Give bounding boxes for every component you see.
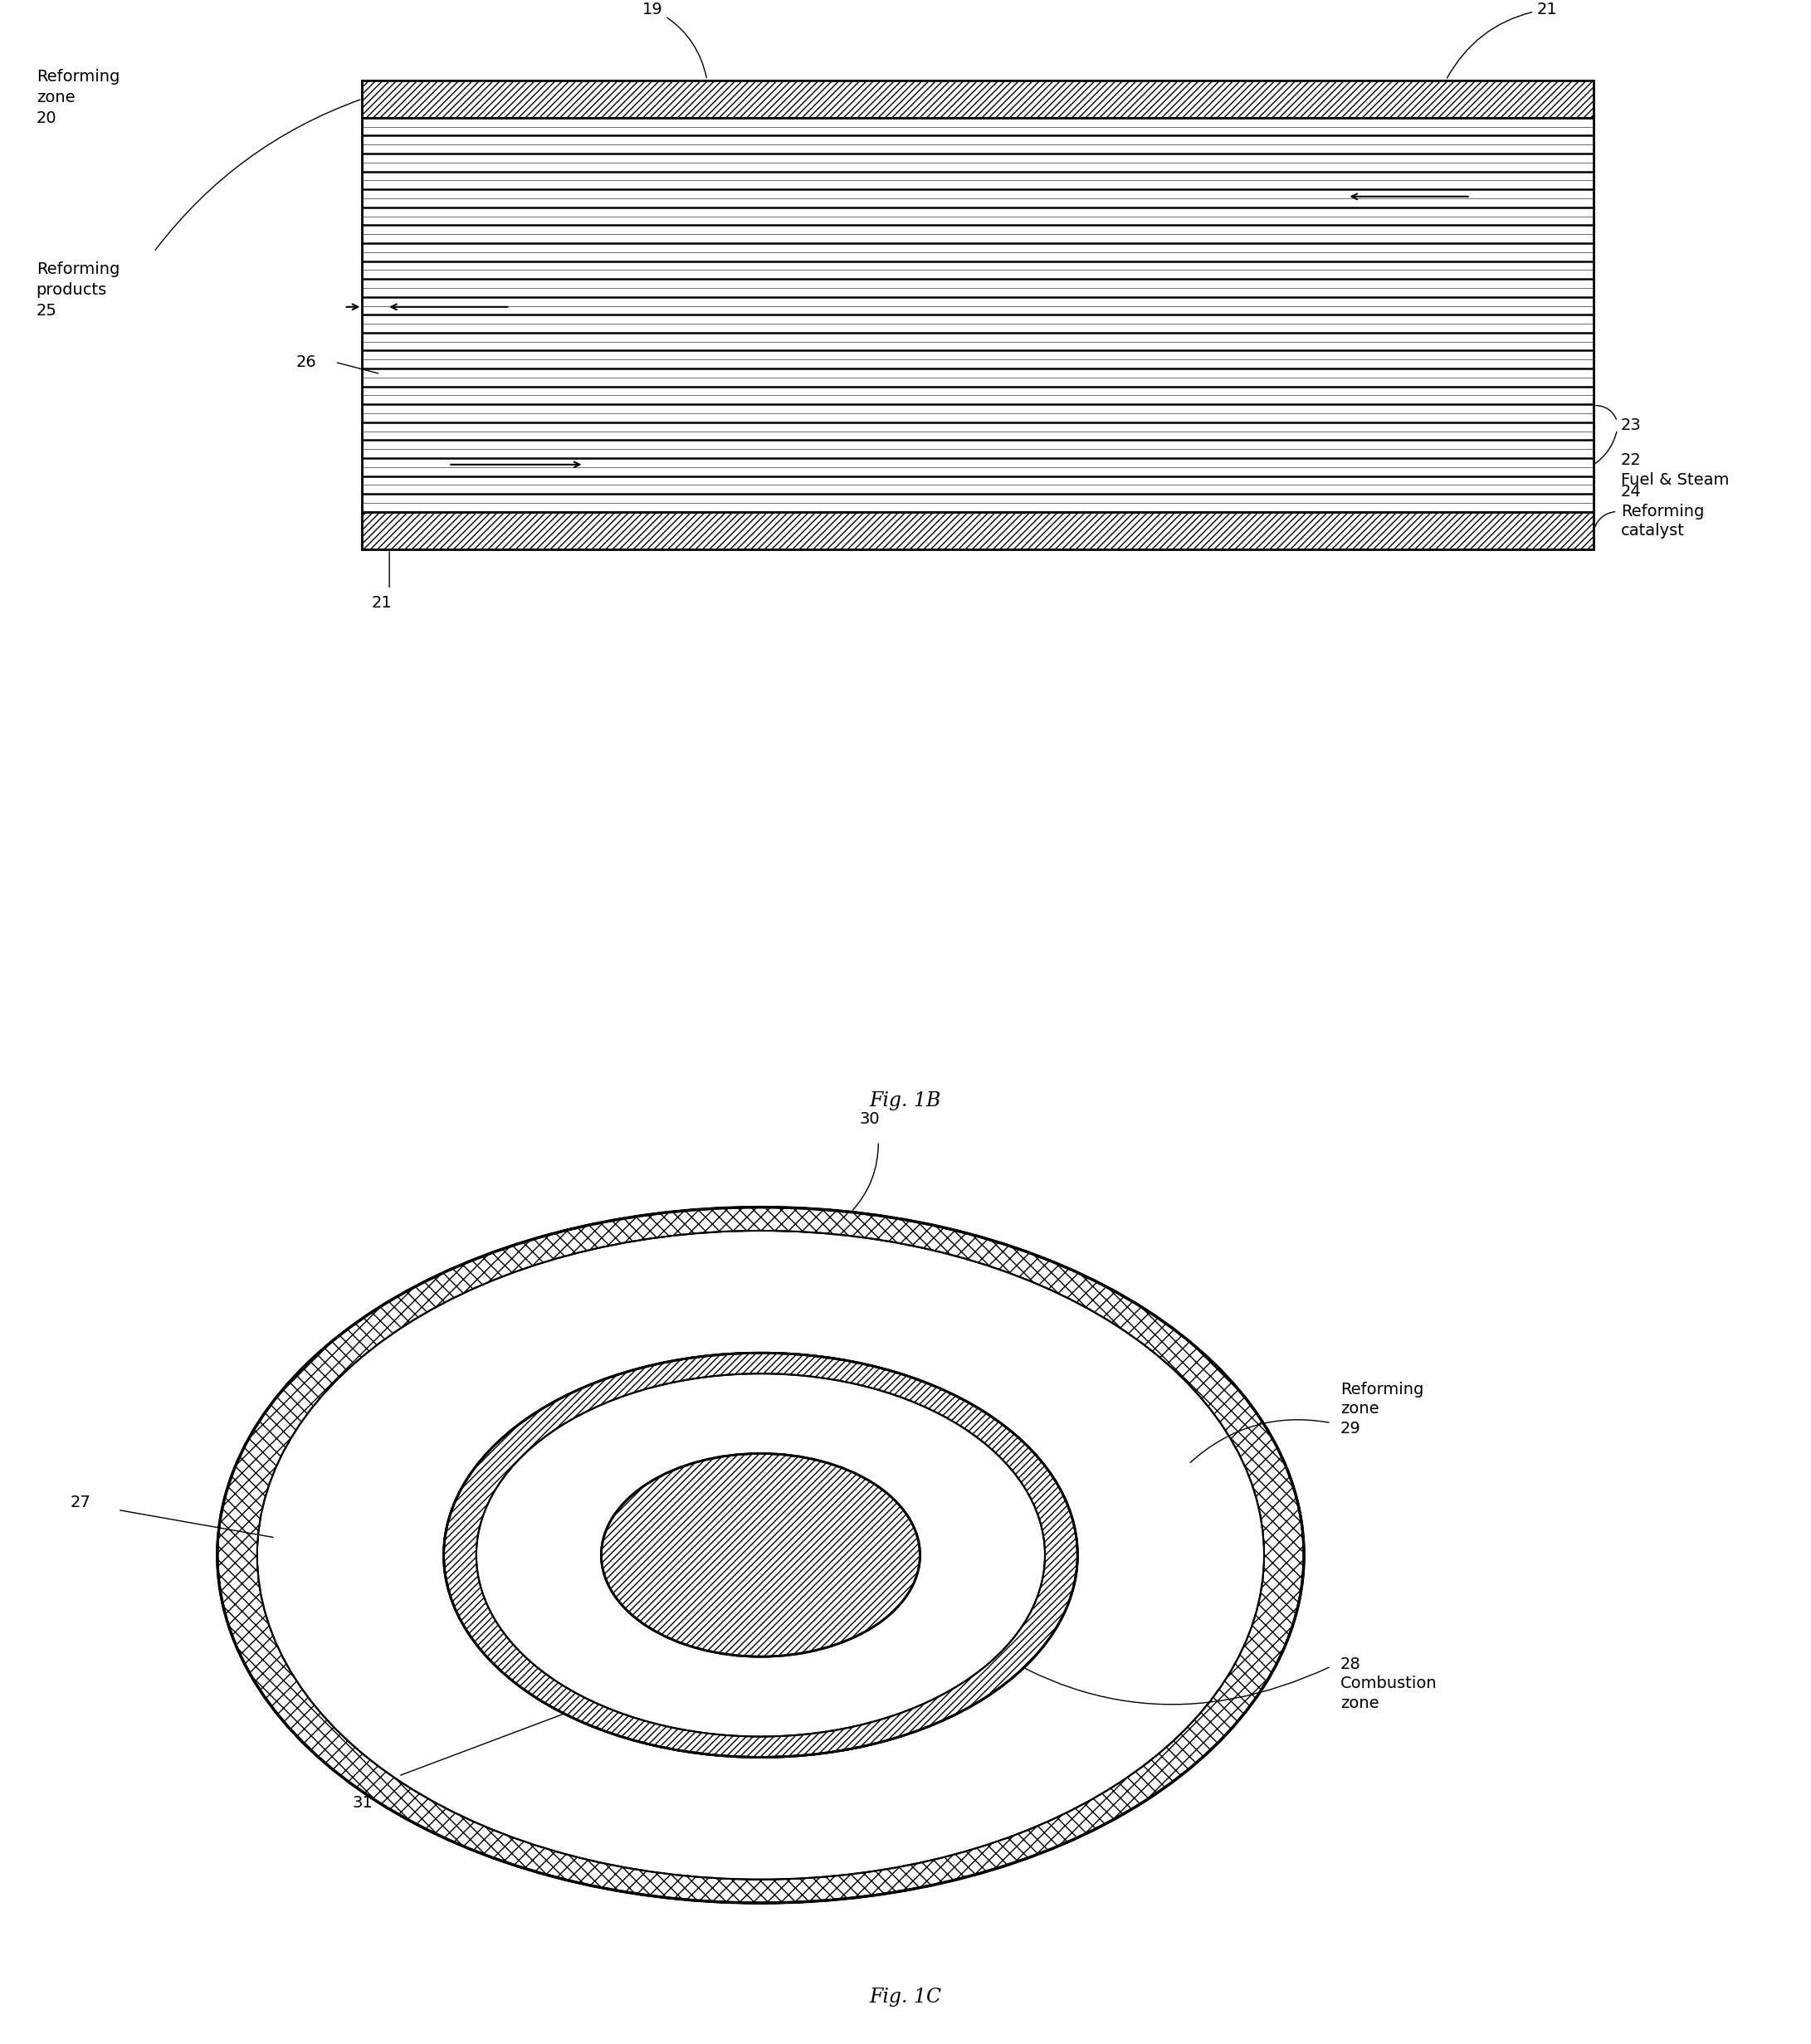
Ellipse shape — [601, 1453, 920, 1656]
Text: 24
Reforming
catalyst: 24 Reforming catalyst — [1621, 484, 1704, 540]
Text: 27: 27 — [71, 1494, 91, 1511]
Bar — [362, 80, 1594, 550]
Text: 31: 31 — [351, 1795, 373, 1811]
Text: 28
Combustion
zone: 28 Combustion zone — [1340, 1656, 1436, 1711]
Ellipse shape — [217, 1208, 1304, 1903]
Text: 19: 19 — [643, 2, 706, 78]
Text: Fig. 1B: Fig. 1B — [869, 1091, 942, 1110]
Bar — [362, 80, 1594, 550]
Text: 22
Fuel & Steam: 22 Fuel & Steam — [1621, 452, 1730, 489]
Ellipse shape — [444, 1353, 1078, 1758]
Ellipse shape — [476, 1374, 1045, 1737]
Bar — [362, 511, 1594, 550]
Text: 23: 23 — [1621, 417, 1641, 433]
Text: 26: 26 — [297, 354, 317, 370]
Text: Reforming
zone
20: Reforming zone 20 — [36, 69, 120, 127]
Text: Reforming
products
25: Reforming products 25 — [36, 262, 120, 319]
Text: 21: 21 — [1447, 2, 1557, 78]
Ellipse shape — [257, 1230, 1264, 1880]
Text: Fig. 1C: Fig. 1C — [869, 1987, 942, 2007]
Text: Reforming
zone
29: Reforming zone 29 — [1340, 1382, 1423, 1437]
Text: 21: 21 — [371, 595, 391, 611]
Bar — [362, 80, 1594, 119]
Text: 30: 30 — [858, 1112, 880, 1128]
